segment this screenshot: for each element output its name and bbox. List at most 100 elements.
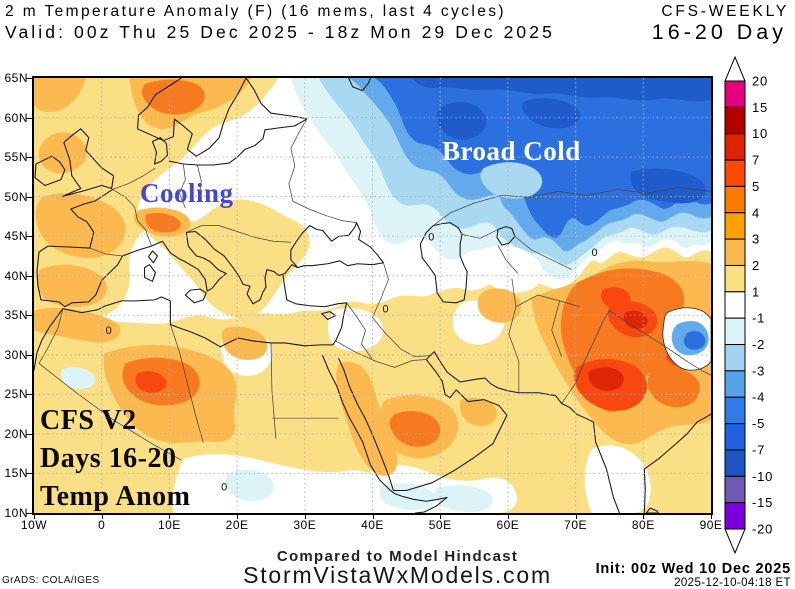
lat-tick (26, 354, 33, 356)
lat-label: 50N (4, 189, 28, 204)
lat-tick (26, 236, 33, 238)
lat-tick (26, 117, 33, 119)
lon-tick (101, 513, 103, 519)
corner-line-2: Days 16-20 (40, 443, 177, 474)
colorbar-band (724, 396, 746, 425)
lon-tick (237, 513, 239, 519)
broad-cold-annotation: Broad Cold (442, 136, 581, 166)
lon-tick (440, 513, 442, 519)
lon-label: 40E (361, 518, 384, 532)
colorbar-label: 7 (752, 153, 760, 168)
lon-label: 60E (496, 518, 520, 532)
colorbar-label: -4 (752, 390, 765, 405)
colorbar-band (724, 212, 746, 240)
lat-label: 20N (4, 426, 28, 441)
lat-tick (26, 78, 33, 79)
lat-label: 45N (4, 229, 28, 244)
lon-tick (507, 513, 509, 519)
colorbar-label: 3 (752, 232, 760, 247)
lat-tick (26, 394, 33, 396)
svg-text:0: 0 (106, 325, 112, 337)
lon-tick (304, 513, 306, 519)
corner-line-1: CFS V2 (40, 405, 137, 436)
lon-tick (711, 513, 712, 519)
site-name: StormVistaWxModels.com (243, 562, 552, 588)
colorbar-labels: 20 15 10 7 5 4 3 2 1 -1 -2 -3 -4 -5 -7 -10 -15 -20 (752, 74, 773, 537)
colorbar-band (724, 291, 746, 319)
lon-label: 50E (428, 518, 452, 532)
lat-label: 35N (4, 308, 28, 323)
colorbar-band (724, 502, 746, 530)
colorbar-label: 10 (752, 126, 768, 141)
colorbar-band (724, 344, 746, 372)
lat-tick (26, 512, 33, 514)
colorbar-band (724, 264, 746, 293)
colorbar-band (724, 159, 746, 187)
lon-label: 10W (20, 518, 48, 532)
warm-anomaly-region (34, 78, 711, 513)
lat-label: 30N (4, 347, 28, 362)
colorbar-label: -15 (752, 495, 773, 510)
corner-line-3: Temp Anom (40, 481, 191, 512)
colorbar-band (724, 317, 746, 346)
corner-annotation: CFS V2 Days 16-20 Temp Anom (40, 402, 191, 516)
colorbar: 20 15 10 7 5 4 3 2 1 -1 -2 -3 -4 -5 -7 -10 -15 -20 (724, 55, 773, 555)
colorbar-label: -20 (752, 522, 773, 537)
page-title: 2 m Temperature Anomaly (F) (16 mems, la… (5, 3, 506, 20)
colorbar-label: -10 (752, 469, 773, 484)
colorbar-label: -3 (752, 363, 765, 378)
colorbar-label: 4 (752, 205, 760, 220)
colorbar-label: -2 (752, 337, 765, 352)
colorbar-band (724, 449, 746, 477)
colorbar-band (724, 238, 746, 266)
colorbar-band (724, 370, 746, 398)
lat-tick (26, 196, 33, 198)
zero-contour-labels: 0 0 0 0 0 (106, 231, 598, 493)
lat-label: 10N (4, 505, 28, 520)
anomaly-map: 0 0 0 0 0 (34, 78, 711, 513)
valid-range: Valid: 00z Thu 25 Dec 2025 - 18z Mon 29 … (5, 22, 555, 42)
colorbar-label: -5 (752, 416, 765, 431)
lat-label: 15N (4, 466, 28, 481)
lon-tick (643, 513, 645, 519)
svg-text:0: 0 (428, 231, 434, 243)
colorbar-band (724, 423, 746, 451)
svg-text:0: 0 (592, 247, 598, 259)
colorbar-bands (724, 80, 746, 530)
model-name: CFS-WEEKLY (661, 3, 789, 20)
lat-tick (26, 275, 33, 277)
lat-tick (26, 433, 33, 435)
generated-time: 2025-12-10-04:18 ET (674, 577, 791, 589)
colorbar-label: 1 (752, 284, 760, 299)
colorbar-label: 15 (752, 100, 768, 115)
colorbar-band (724, 106, 746, 135)
svg-text:0: 0 (382, 304, 388, 316)
lon-label: 0 (98, 518, 106, 532)
colorbar-band (724, 185, 746, 214)
lat-tick (26, 157, 33, 159)
hindcast-note: Compared to Model Hindcast (276, 548, 519, 565)
lon-tick (169, 513, 171, 519)
colorbar-label: 2 (752, 258, 760, 273)
colorbar-band (724, 80, 746, 108)
colorbar-band (724, 133, 746, 161)
lat-label: 40N (4, 268, 28, 283)
svg-text:0: 0 (221, 482, 227, 494)
colorbar-label: 20 (752, 74, 768, 89)
lat-label: 60N (4, 110, 28, 125)
lon-label: 10E (157, 518, 181, 532)
lon-tick (575, 513, 577, 519)
lat-label: 65N (4, 71, 28, 85)
grads-credit: GrADS: COLA/IGES (2, 575, 100, 586)
lon-label: 30E (293, 518, 317, 532)
lon-tick (34, 513, 35, 519)
lat-label: 25N (4, 387, 28, 402)
colorbar-arrow-up (724, 55, 746, 82)
cooling-annotation: Cooling (140, 178, 234, 208)
colorbar-label: 5 (752, 179, 760, 194)
colorbar-label: -1 (752, 311, 765, 326)
lon-label: 80E (631, 518, 655, 532)
forecast-period: 16-20 Day (651, 20, 787, 44)
colorbar-band (724, 475, 746, 504)
